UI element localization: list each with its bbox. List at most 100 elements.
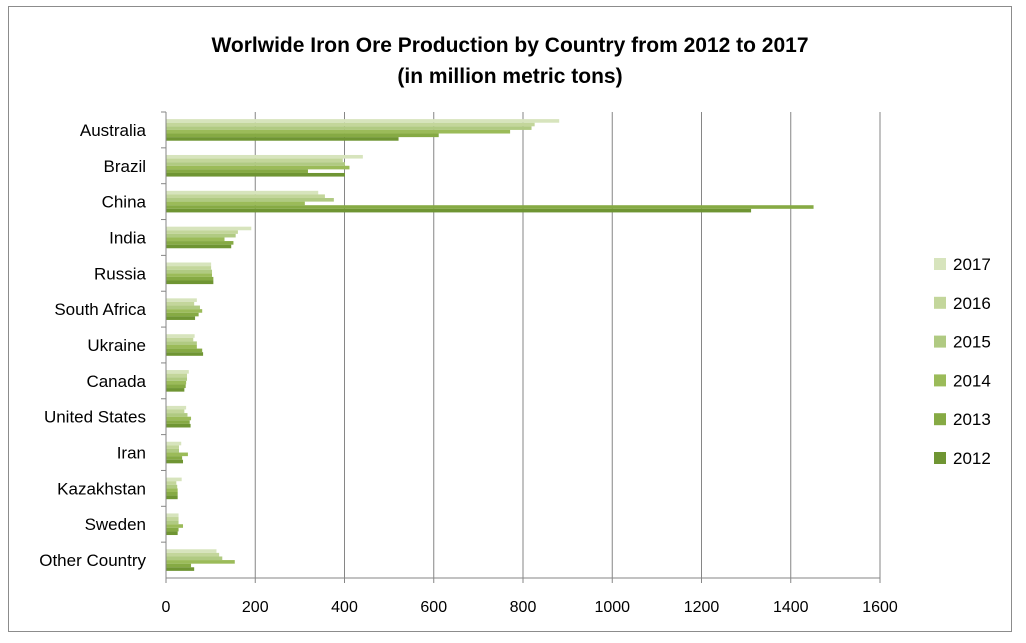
- bar: [166, 552, 220, 557]
- bar: [166, 233, 236, 238]
- bar: [166, 567, 195, 571]
- bar: [166, 520, 179, 525]
- bar: [166, 162, 345, 166]
- y-category-label: Iran: [117, 444, 146, 463]
- bar: [166, 276, 214, 281]
- bar: [166, 373, 188, 378]
- bar: [166, 126, 532, 130]
- x-tick-label: 200: [242, 599, 269, 616]
- x-tick-label: 1600: [862, 599, 898, 616]
- bar: [166, 495, 178, 500]
- x-tick-label: 1200: [684, 599, 720, 616]
- legend-label: 2014: [953, 371, 991, 390]
- x-tick-label: 1000: [594, 599, 630, 616]
- bar: [166, 119, 560, 123]
- bar: [166, 549, 217, 553]
- bar: [166, 445, 179, 449]
- bar: [166, 201, 305, 206]
- legend-label: 2013: [953, 410, 991, 429]
- y-category-label: China: [102, 193, 147, 212]
- legend-swatch: [934, 296, 946, 309]
- bar: [166, 309, 203, 313]
- chart-title-line: Worlwide Iron Ore Production by Country …: [211, 34, 809, 57]
- bar: [166, 237, 225, 242]
- bar: [166, 384, 186, 389]
- legend-label: 2015: [953, 333, 991, 352]
- bar: [166, 377, 188, 381]
- bar: [166, 262, 212, 267]
- bar: [166, 456, 183, 460]
- bar: [166, 341, 197, 345]
- y-category-label: Sweden: [85, 515, 146, 534]
- bar: [166, 305, 200, 310]
- bar: [166, 172, 345, 177]
- bar: [166, 301, 195, 306]
- bar: [166, 205, 814, 209]
- legend-label: 2012: [953, 449, 991, 468]
- bar: [166, 348, 203, 353]
- bar: [166, 334, 195, 338]
- bar: [166, 481, 177, 485]
- y-category-label: United States: [44, 408, 146, 427]
- bar: [166, 137, 399, 141]
- bar: [166, 198, 334, 202]
- bar: [166, 194, 325, 199]
- bar: [166, 241, 234, 245]
- x-tick-label: 1400: [773, 599, 809, 616]
- bar: [166, 269, 213, 274]
- bar: [166, 316, 196, 320]
- chart-subtitle-line: (in million metric tons): [397, 65, 623, 88]
- bar: [166, 388, 185, 392]
- bar: [166, 491, 178, 496]
- x-tick-label: 400: [331, 599, 358, 616]
- y-category-label: Other Country: [39, 551, 146, 570]
- bar: [166, 158, 343, 163]
- legend-swatch: [934, 374, 946, 387]
- y-category-label: Russia: [94, 264, 147, 283]
- y-category-label: Ukraine: [87, 336, 146, 355]
- bar: [166, 169, 308, 173]
- legend-label: 2016: [953, 294, 991, 313]
- y-category-label: Kazakhstan: [57, 479, 146, 498]
- bar: [166, 448, 179, 453]
- bar: [166, 452, 188, 457]
- bar: [166, 244, 232, 249]
- bar: [166, 208, 752, 213]
- bar: [166, 370, 189, 374]
- bar: [166, 560, 235, 564]
- bar: [166, 416, 192, 421]
- bar: [166, 517, 179, 521]
- bar: [166, 154, 363, 159]
- y-category-label: India: [109, 228, 146, 247]
- bar: [166, 477, 182, 482]
- bar: [166, 524, 184, 528]
- legend-label: 2017: [953, 255, 991, 274]
- bar: [166, 122, 535, 127]
- legend-swatch: [934, 413, 946, 426]
- bar: [166, 352, 204, 356]
- bar: [166, 337, 194, 342]
- bar: [166, 165, 350, 170]
- bar: [166, 423, 191, 428]
- y-category-label: Canada: [86, 372, 146, 391]
- bar: [166, 409, 185, 414]
- legend-swatch: [934, 258, 946, 270]
- bar: [166, 226, 252, 231]
- bar: [166, 413, 188, 417]
- bar: [166, 133, 439, 138]
- y-category-label: South Africa: [54, 300, 146, 319]
- bar: [166, 345, 197, 349]
- bar: [166, 129, 511, 134]
- bar: [166, 420, 190, 424]
- bar: [166, 527, 179, 532]
- bar: [166, 230, 238, 234]
- x-tick-label: 800: [510, 599, 537, 616]
- bar: [166, 298, 197, 302]
- bar: [166, 513, 179, 518]
- bar: [166, 312, 199, 317]
- bar: [166, 190, 319, 195]
- bar: [166, 380, 187, 385]
- bar: [166, 484, 178, 489]
- bar: [166, 441, 182, 446]
